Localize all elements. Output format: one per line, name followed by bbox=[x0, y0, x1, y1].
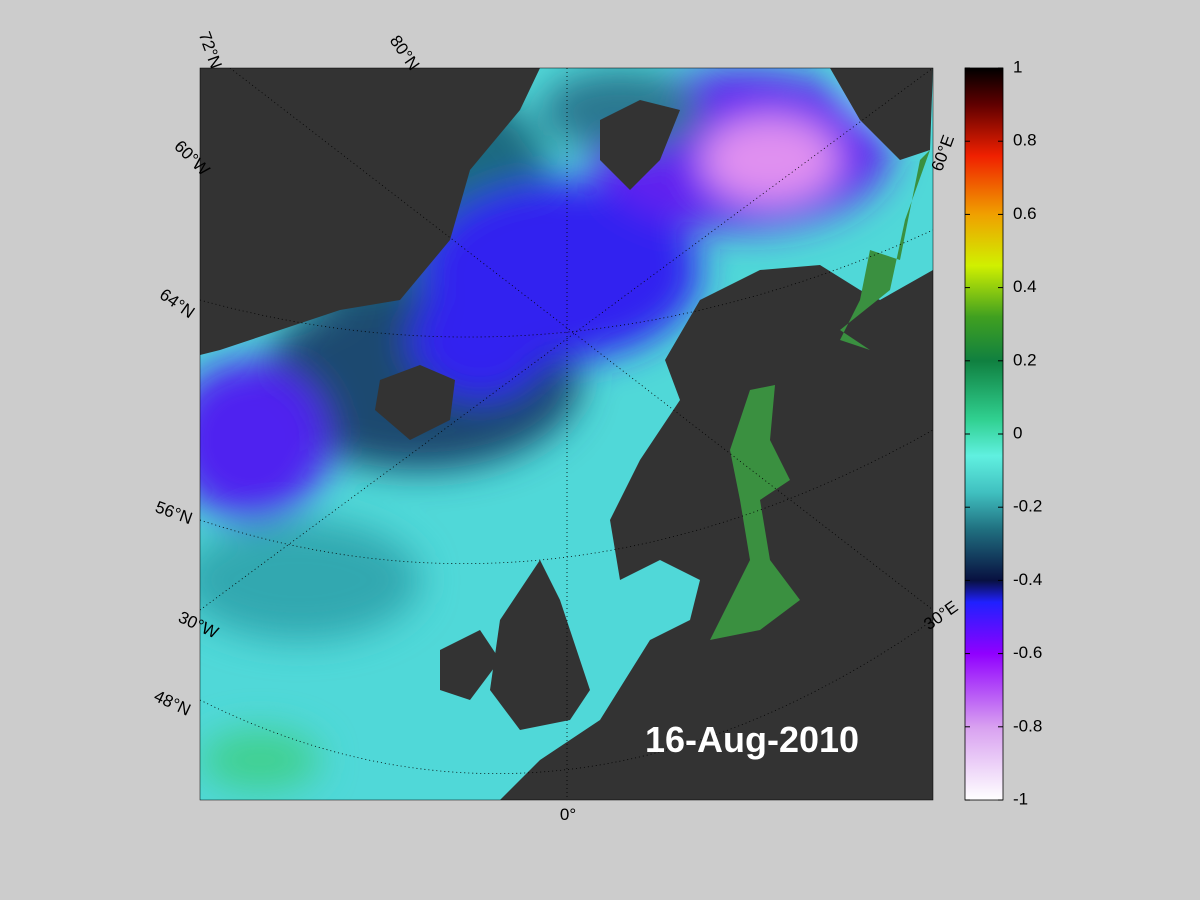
graticule-label: 0° bbox=[560, 805, 576, 824]
colorbar-tick-label: -1 bbox=[1013, 789, 1028, 808]
colorbar-tick-label: 0 bbox=[1013, 423, 1022, 442]
graticule-label: 48°N bbox=[151, 686, 193, 719]
date-label: 16-Aug-2010 bbox=[645, 719, 859, 760]
colorbar-tick-label: 1 bbox=[1013, 57, 1022, 76]
land bbox=[200, 68, 933, 800]
colorbar-tick-label: 0.2 bbox=[1013, 350, 1037, 369]
colorbar-tick-label: 0.6 bbox=[1013, 204, 1037, 223]
graticule bbox=[200, 68, 933, 800]
graticule-label: 64°N bbox=[156, 285, 198, 322]
colorbar-tick-label: -0.8 bbox=[1013, 716, 1042, 735]
colorbar-tick-label: 0.8 bbox=[1013, 131, 1037, 150]
colorbar-tick-label: 0.4 bbox=[1013, 277, 1037, 296]
map-frame bbox=[199, 67, 934, 801]
map-area bbox=[200, 68, 933, 800]
colorbar-tick-label: -0.2 bbox=[1013, 497, 1042, 516]
graticule-label: 80°N bbox=[386, 32, 423, 74]
colorbar bbox=[964, 67, 1004, 801]
baltic-sea bbox=[710, 150, 930, 640]
graticule-label: 56°N bbox=[153, 497, 195, 528]
colorbar-tick-label: -0.6 bbox=[1013, 643, 1042, 662]
colorbar-tick-label: -0.4 bbox=[1013, 570, 1042, 589]
graticule-label: 72°N bbox=[195, 29, 226, 71]
